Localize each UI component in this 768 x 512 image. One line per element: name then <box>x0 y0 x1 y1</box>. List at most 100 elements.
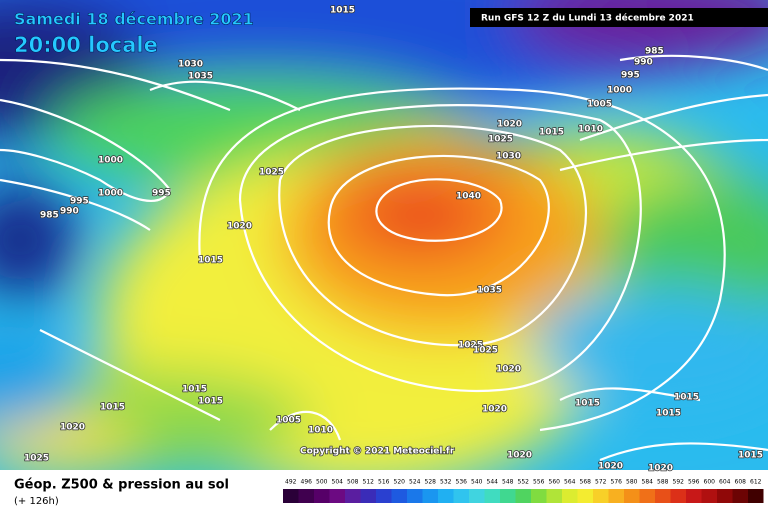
isobar-label: 995 <box>70 197 89 207</box>
isobar-label: 1020 <box>497 120 522 130</box>
isobar-label: 1040 <box>456 192 481 202</box>
map-field <box>0 0 768 470</box>
legend-scale-label: 512 <box>363 479 375 486</box>
legend-swatch <box>639 489 655 503</box>
isobar-label: 1020 <box>648 464 673 474</box>
legend-swatch <box>298 489 314 503</box>
legend-swatch <box>438 489 454 503</box>
legend-swatch <box>546 489 562 503</box>
legend-swatch <box>608 489 624 503</box>
isobar-label: 1020 <box>227 222 252 232</box>
isobar-label: 1015 <box>198 256 223 266</box>
legend-scale-label: 532 <box>440 479 452 486</box>
isobar-label: 1005 <box>587 100 612 110</box>
legend-swatch <box>469 489 485 503</box>
legend-swatch <box>732 489 748 503</box>
legend-swatch <box>391 489 407 503</box>
isobar-label: 1015 <box>182 385 207 395</box>
legend-swatch <box>376 489 392 503</box>
run-info: Run GFS 12 Z du Lundi 13 décembre 2021 <box>481 13 694 24</box>
legend-swatch <box>345 489 361 503</box>
isobar-label: 1015 <box>100 403 125 413</box>
isobar-label: 1035 <box>477 286 502 296</box>
isobar-label: 1025 <box>458 341 483 351</box>
isobar-label: 1010 <box>578 125 603 135</box>
legend-scale-label: 500 <box>316 479 328 486</box>
isobar-label: 1010 <box>308 426 333 436</box>
legend-scale-label: 580 <box>626 479 638 486</box>
legend-scale-label: 556 <box>533 479 545 486</box>
legend-scale-label: 560 <box>549 479 561 486</box>
legend-swatch <box>748 489 764 503</box>
legend-swatch <box>329 489 345 503</box>
run-box <box>470 8 768 27</box>
legend-swatch <box>670 489 686 503</box>
legend-swatch <box>283 489 299 503</box>
legend-scale-label: 608 <box>735 479 747 486</box>
legend-scale-label: 516 <box>378 479 390 486</box>
legend-swatch <box>593 489 609 503</box>
isobars <box>0 54 768 462</box>
isobar-label: 1020 <box>496 365 521 375</box>
legend-swatch <box>422 489 438 503</box>
legend-swatch <box>515 489 531 503</box>
isobar-label: 1015 <box>198 397 223 407</box>
legend-scale-label: 596 <box>688 479 700 486</box>
legend-scale-label: 508 <box>347 479 359 486</box>
isobar-label: 1025 <box>259 168 284 178</box>
isobar-label: 985 <box>40 211 59 221</box>
isobar-label: 1030 <box>496 152 521 162</box>
legend-swatch <box>562 489 578 503</box>
isobar-label: 1000 <box>98 189 123 199</box>
legend-swatch <box>624 489 640 503</box>
isobar-label: 1020 <box>60 423 85 433</box>
isobar-label: 1015 <box>738 451 763 461</box>
legend-scale-label: 600 <box>704 479 716 486</box>
isobar-label: 1025 <box>488 135 513 145</box>
legend-swatch <box>531 489 547 503</box>
isobar-label: 1000 <box>98 156 123 166</box>
legend-scale-label: 568 <box>580 479 592 486</box>
legend-scale-label: 564 <box>564 479 576 486</box>
legend-scale-label: 504 <box>332 479 344 486</box>
legend-scale-label: 544 <box>487 479 499 486</box>
legend-swatch <box>577 489 593 503</box>
legend-scale-label: 584 <box>642 479 654 486</box>
copyright: Copyright © 2021 Meteociel.fr <box>300 447 455 457</box>
legend-scale-label: 572 <box>595 479 607 486</box>
isobar-label: 990 <box>60 207 79 217</box>
legend-scale-label: 552 <box>518 479 530 486</box>
legend-scale-label: 588 <box>657 479 669 486</box>
isobar-label: 985 <box>645 47 664 57</box>
legend-scale-label: 540 <box>471 479 483 486</box>
legend-scale-label: 548 <box>502 479 514 486</box>
legend-scale-label: 604 <box>719 479 731 486</box>
legend-scale-label: 496 <box>301 479 313 486</box>
isobar-label: 1035 <box>188 72 213 82</box>
legend-title: Géop. Z500 & pression au sol <box>14 478 229 493</box>
legend-swatch <box>484 489 500 503</box>
legend-swatch <box>314 489 330 503</box>
map-date: Samedi 18 décembre 2021 <box>14 10 254 29</box>
isobar-label: 995 <box>152 189 171 199</box>
map-time: 20:00 locale <box>14 33 158 57</box>
isobar-label: 1015 <box>674 393 699 403</box>
isobar-label: 995 <box>621 71 640 81</box>
isobar-label: 1015 <box>656 409 681 419</box>
legend-swatch <box>453 489 469 503</box>
isobar-label: 1030 <box>178 60 203 70</box>
isobar-label: 1025 <box>473 346 498 356</box>
legend-scale-label: 520 <box>394 479 406 486</box>
legend-swatch <box>407 489 423 503</box>
lead-time: (+ 126h) <box>14 496 59 507</box>
legend-swatch <box>360 489 376 503</box>
legend-scale-label: 536 <box>456 479 468 486</box>
isobar-label: 1025 <box>24 454 49 464</box>
legend-scale-label: 492 <box>285 479 297 486</box>
legend-swatch <box>500 489 516 503</box>
legend-scale-label: 576 <box>611 479 623 486</box>
isobar-label: 1015 <box>539 128 564 138</box>
legend-scale-label: 592 <box>673 479 685 486</box>
legend-swatch <box>655 489 671 503</box>
